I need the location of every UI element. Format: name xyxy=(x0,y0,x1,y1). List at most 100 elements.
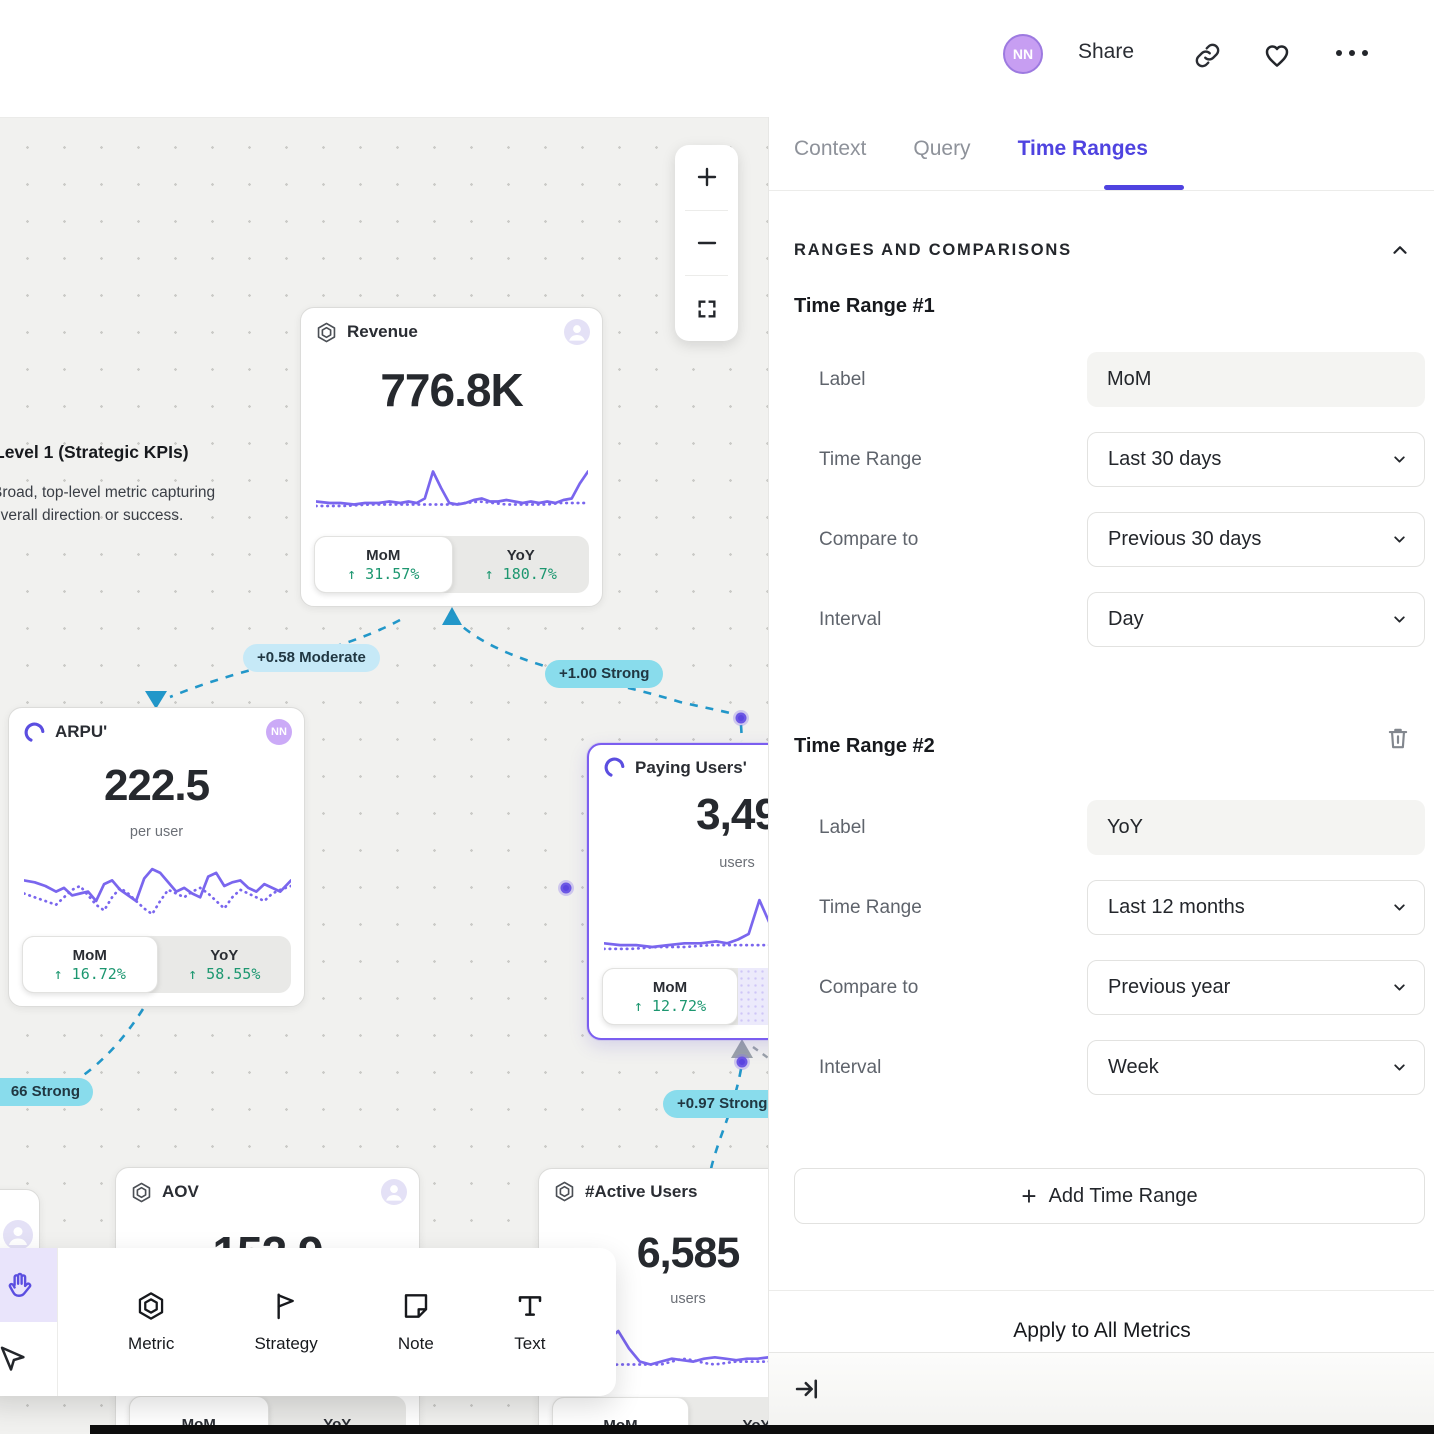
timerange-pill-mom[interactable]: MoM ↑ 31.57% xyxy=(314,536,453,593)
insert-metric-button[interactable]: Metric xyxy=(128,1290,174,1354)
timerange-pill-yoy[interactable]: YoY ↑ 180.7% xyxy=(484,546,557,583)
interval-select[interactable]: Week xyxy=(1087,1040,1425,1095)
apply-to-all-metrics-button[interactable]: Apply to All Metrics xyxy=(1013,1319,1191,1342)
fit-view-button[interactable] xyxy=(675,276,738,341)
correlation-badge[interactable]: +1.00 Strong xyxy=(545,660,664,688)
metric-title: Paying Users' xyxy=(635,757,747,777)
timerange-pill-yoy[interactable]: YoY ↑ 58.55% xyxy=(188,946,261,983)
divider xyxy=(685,275,728,277)
hexagon-metric-icon xyxy=(553,1180,576,1203)
owner-avatar-icon xyxy=(381,1179,407,1205)
user-avatar[interactable]: NN xyxy=(1003,34,1043,74)
arrowhead-up-gray-icon xyxy=(731,1039,753,1058)
metric-card-arpu[interactable]: ARPU' NN 222.5 per user MoM ↑ 16.72% YoY… xyxy=(8,707,305,1007)
metric-value: 6,585 xyxy=(636,1229,741,1277)
chevron-down-icon xyxy=(1394,456,1405,463)
correlation-badge[interactable]: 66 Strong xyxy=(0,1078,93,1106)
hand-tool-button[interactable] xyxy=(0,1248,57,1322)
connection-lines xyxy=(77,607,768,1170)
timerange-toggle: MoM ↑ 12.72% YoY xyxy=(602,968,768,1025)
time-range-select[interactable]: Last 12 months xyxy=(1087,880,1425,935)
more-options-icon[interactable] xyxy=(1334,48,1370,58)
tab-context[interactable]: Context xyxy=(794,137,867,160)
zoom-in-button[interactable] xyxy=(675,145,738,210)
collaborator-avatar: NN xyxy=(266,719,292,745)
metric-unit: per user xyxy=(129,824,184,840)
connection-dot xyxy=(734,1054,750,1070)
favorite-heart-icon[interactable] xyxy=(1262,40,1292,70)
group-label-description: overall direction or success. xyxy=(0,507,184,524)
delete-time-range-icon[interactable] xyxy=(1385,725,1411,751)
text-icon xyxy=(518,1296,542,1316)
hexagon-metric-icon xyxy=(130,1181,153,1204)
compare-to-select[interactable]: Previous 30 days xyxy=(1087,512,1425,567)
interval-select[interactable]: Day xyxy=(1087,592,1425,647)
correlation-badge[interactable]: +0.58 Moderate xyxy=(243,644,380,672)
compare-to-select[interactable]: Previous year xyxy=(1087,960,1425,1015)
insert-strategy-button[interactable]: Strategy xyxy=(254,1290,318,1354)
hexagon-metric-icon xyxy=(315,321,338,344)
label-input[interactable] xyxy=(1087,352,1425,407)
timerange-pill-yoy[interactable]: YoY xyxy=(738,968,768,1025)
metric-value: 222.5 xyxy=(103,761,210,810)
metric-card-revenue[interactable]: Revenue 776.8K MoM ↑ 31.57% YoY ↑ 180.7% xyxy=(300,307,603,607)
arc-metric-icon xyxy=(603,756,626,779)
chevron-down-icon xyxy=(1394,616,1405,623)
time-range-select[interactable]: Last 30 days xyxy=(1087,432,1425,487)
sparkline-chart xyxy=(316,470,588,508)
tab-time-ranges[interactable]: Time Ranges xyxy=(1017,137,1148,160)
note-icon xyxy=(404,1294,428,1318)
sparkline-chart xyxy=(604,898,768,951)
group-label-description: Broad, top-level metric capturing xyxy=(0,484,216,501)
panel-tabs: Context Query Time Ranges xyxy=(794,137,1148,161)
divider xyxy=(769,1290,1434,1291)
zoom-out-button[interactable] xyxy=(675,211,738,276)
field-label: Time Range xyxy=(819,448,922,470)
metric-title: AOV xyxy=(162,1182,199,1201)
owner-avatar-icon xyxy=(3,1220,33,1250)
timerange-pill-mom[interactable]: MoM ↑ 12.72% xyxy=(602,968,738,1025)
section-title: RANGES AND COMPARISONS xyxy=(794,241,1072,259)
active-tab-indicator xyxy=(1104,185,1184,190)
metric-unit: users xyxy=(719,855,755,871)
app-header: NN Share xyxy=(0,0,1434,118)
canvas-toolbar: Metric Strategy Note Text xyxy=(0,1248,616,1396)
chevron-down-icon xyxy=(1394,984,1405,991)
window-edge-bar xyxy=(90,1425,1434,1434)
metric-card-paying-users[interactable]: Paying Users' 3,49 users MoM ↑ 12.72% Yo… xyxy=(587,743,768,1040)
tab-query[interactable]: Query xyxy=(913,137,971,160)
divider xyxy=(685,209,728,211)
label-input[interactable] xyxy=(1087,800,1425,855)
group-label-title: Level 1 (Strategic KPIs) xyxy=(0,442,189,462)
copy-link-icon[interactable] xyxy=(1194,42,1221,69)
collapse-panel-icon[interactable] xyxy=(793,1375,821,1403)
share-button[interactable]: Share xyxy=(1078,40,1135,63)
add-time-range-button[interactable]: + Add Time Range xyxy=(794,1168,1425,1224)
arrowhead-down-icon xyxy=(145,691,167,709)
insert-note-button[interactable]: Note xyxy=(398,1290,434,1354)
metric-tree-canvas[interactable]: +0.58 Moderate +1.00 Strong 66 Strong +0… xyxy=(0,117,768,1434)
pointer-tool-button[interactable] xyxy=(0,1322,57,1396)
time-range-1-title: Time Range #1 xyxy=(794,295,935,317)
field-label: Time Range xyxy=(819,896,922,918)
zoom-controls xyxy=(675,145,738,341)
field-label: Compare to xyxy=(819,976,919,998)
metric-value: 3,49 xyxy=(696,790,768,839)
arrowhead-up-icon xyxy=(442,607,462,625)
arc-metric-icon xyxy=(23,721,46,744)
metric-title: Revenue xyxy=(347,322,418,341)
field-label: Interval xyxy=(819,608,882,630)
connection-dot xyxy=(558,880,574,896)
field-label: Label xyxy=(819,816,866,838)
timerange-pill-mom[interactable]: MoM ↑ 16.72% xyxy=(22,936,158,993)
correlation-badge[interactable]: +0.97 Strong xyxy=(663,1090,768,1118)
connection-dot xyxy=(733,710,749,726)
field-label: Interval xyxy=(819,1056,882,1078)
owner-avatar-icon xyxy=(564,319,590,345)
timerange-toggle: MoM ↑ 16.72% YoY ↑ 58.55% xyxy=(22,936,291,993)
collapse-section-icon[interactable] xyxy=(1389,239,1411,261)
divider xyxy=(769,190,1434,191)
field-label: Compare to xyxy=(819,528,919,550)
panel-footer xyxy=(769,1352,1434,1434)
insert-text-button[interactable]: Text xyxy=(514,1290,546,1354)
